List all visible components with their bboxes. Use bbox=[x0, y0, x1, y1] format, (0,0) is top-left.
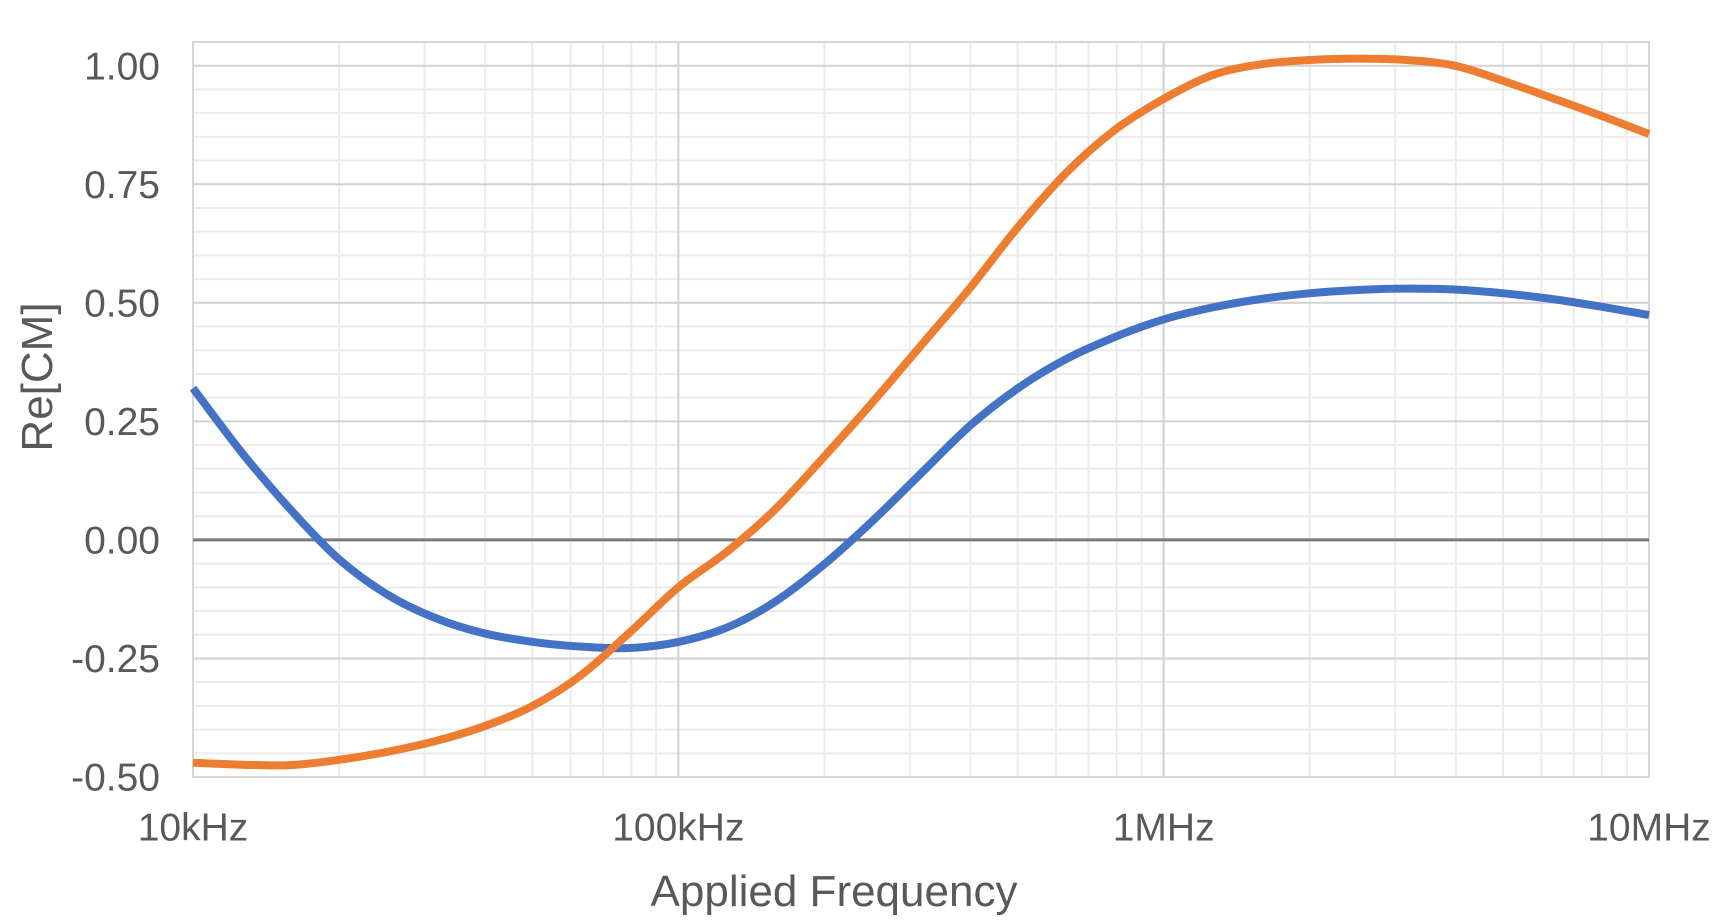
x-tick-label: 10kHz bbox=[138, 807, 249, 850]
x-tick-label: 100kHz bbox=[612, 807, 744, 850]
x-axis-title: Applied Frequency bbox=[650, 867, 1018, 916]
curve-orange-series bbox=[192, 54, 1651, 770]
y-tick-label: -0.50 bbox=[71, 757, 160, 800]
y-tick-label: 1.00 bbox=[84, 45, 160, 88]
x-tick-label: 10MHz bbox=[1587, 807, 1711, 850]
y-tick-label: 0.00 bbox=[84, 520, 160, 563]
y-tick-label: 0.50 bbox=[84, 282, 160, 325]
plot-border bbox=[192, 41, 1650, 778]
y-tick-label: -0.25 bbox=[71, 638, 160, 681]
curve-blue-series bbox=[189, 284, 1650, 653]
x-tick-label: 1MHz bbox=[1113, 807, 1215, 850]
y-axis-title: Re[CM] bbox=[13, 302, 62, 452]
y-tick-label: 0.25 bbox=[84, 401, 160, 444]
y-tick-label: 0.75 bbox=[84, 164, 160, 207]
